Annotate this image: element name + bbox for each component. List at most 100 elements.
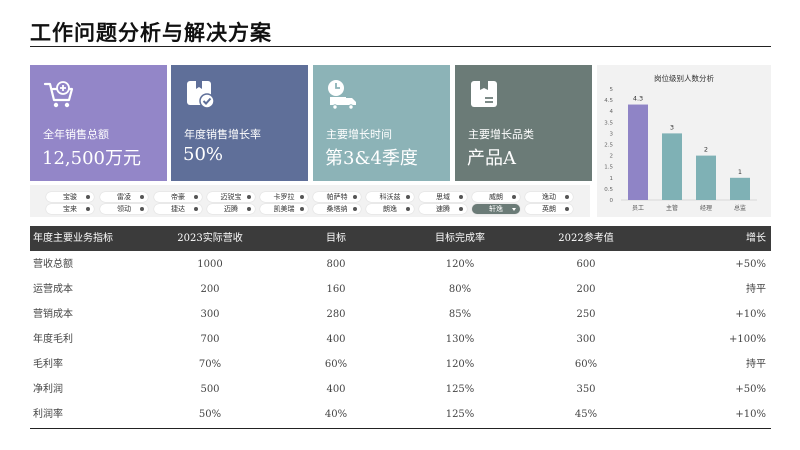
table-row: 毛利率 70% 60% 120% 60% 持平 (30, 352, 771, 377)
table-cell: 600 (576, 259, 596, 270)
filter-chip-label: 思域 (436, 193, 450, 201)
table-cell: 毛利率 (33, 359, 63, 370)
filter-chip[interactable]: 迈腾 (207, 204, 255, 214)
table-cell: 250 (576, 309, 596, 320)
kpi-card-growth-period: 主要增长时间 第3&4季度 (313, 65, 450, 181)
table-cell: +10% (735, 309, 766, 320)
table-cell: 持平 (746, 359, 766, 370)
filter-chip[interactable]: 凯美瑞 (260, 204, 308, 214)
y-tick-label: 5 (610, 87, 614, 93)
table-row: 营销成本 300 280 85% 250 +10% (30, 302, 771, 327)
chart-title: 岗位级别人数分析 (654, 73, 714, 83)
data-label: 2 (704, 146, 708, 154)
kpi-value: 产品A (467, 148, 516, 169)
filter-chip-label: 迈锐宝 (220, 193, 242, 201)
table-cell: 700 (200, 334, 220, 345)
kpi-value: 50% (183, 144, 224, 165)
filter-chip[interactable]: 迈锐宝 (207, 192, 255, 202)
table-bottom-rule (30, 428, 771, 429)
table-header: 年度主要业务指标 2023实际营收 目标 目标完成率 2022参考值 增长 (30, 226, 771, 251)
data-label: 3 (670, 123, 674, 131)
table-cell: 净利润 (33, 384, 63, 395)
kpi-card-growth-rate: 年度销售增长率 50% (171, 65, 308, 181)
kpi-label: 主要增长时间 (326, 128, 392, 141)
filter-chip-label: 帝豪 (171, 193, 185, 201)
table-cell: 200 (576, 284, 596, 295)
column-header: 年度主要业务指标 (33, 233, 113, 244)
table-cell: +100% (729, 334, 766, 345)
table-row: 利润率 50% 40% 125% 45% +10% (30, 402, 771, 427)
radio-dot-icon (194, 207, 198, 211)
filter-chip[interactable]: 桑塔纳 (313, 204, 361, 214)
table-cell: 800 (326, 259, 346, 270)
radio-dot-icon (194, 195, 198, 199)
filter-chip-label: 领动 (117, 205, 131, 213)
filter-chip[interactable]: 捷达 (154, 204, 202, 214)
table-cell: 400 (326, 384, 346, 395)
y-tick-label: 3 (610, 131, 614, 137)
filter-chip[interactable]: 思域 (419, 192, 467, 202)
filter-chip-label: 宝来 (63, 205, 77, 213)
table-cell: 70% (198, 359, 222, 370)
filter-chip-label: 英朗 (542, 205, 556, 213)
radio-dot-icon (459, 195, 463, 199)
y-tick-label: 2.5 (604, 143, 613, 149)
filter-chip-label: 桑塔纳 (326, 205, 348, 213)
radio-dot-icon (300, 207, 304, 211)
filter-chip-label: 威朗 (489, 193, 503, 201)
table-cell: 营收总额 (33, 259, 73, 270)
filter-chip[interactable]: 逸动 (525, 192, 573, 202)
filter-chip-label: 迈腾 (224, 205, 238, 213)
page-title: 工作问题分析与解决方案 (30, 20, 272, 45)
y-tick-label: 1.5 (604, 165, 613, 171)
filter-chip-label: 逸动 (542, 193, 556, 201)
filter-chip-label: 朗逸 (383, 205, 397, 213)
filter-chip[interactable]: 轩逸 (472, 204, 520, 214)
filter-chip[interactable]: 领动 (100, 204, 148, 214)
radio-dot-icon (512, 195, 516, 199)
table-cell: 1000 (197, 259, 223, 270)
table-cell: +10% (735, 409, 766, 420)
table-cell: 120% (445, 359, 475, 370)
filter-chip-label: 速腾 (436, 205, 450, 213)
filter-chip[interactable]: 卡罗拉 (260, 192, 308, 202)
kpi-value: 第3&4季度 (325, 148, 418, 169)
filter-chip[interactable]: 帕萨特 (313, 192, 361, 202)
filter-chip[interactable]: 科沃兹 (366, 192, 414, 202)
y-tick-label: 0.5 (604, 187, 613, 193)
column-header: 2023实际营收 (177, 233, 243, 244)
table-cell: 利润率 (33, 409, 63, 420)
filter-chip[interactable]: 宝来 (46, 204, 94, 214)
filter-chip-label: 轩逸 (489, 205, 503, 213)
table-cell: 运营成本 (33, 284, 73, 295)
chart-bar (662, 133, 682, 200)
column-header: 目标完成率 (435, 233, 485, 244)
chevron-down-icon (512, 208, 516, 211)
filter-chip[interactable]: 帝豪 (154, 192, 202, 202)
chart-bar (628, 104, 648, 200)
table-cell: 130% (445, 334, 475, 345)
table-cell: 500 (200, 384, 220, 395)
filter-chip[interactable]: 速腾 (419, 204, 467, 214)
filter-chip[interactable]: 朗逸 (366, 204, 414, 214)
radio-dot-icon (353, 195, 357, 199)
table-cell: 125% (445, 409, 475, 420)
box-check-icon (187, 81, 215, 109)
table-row: 年度毛利 700 400 130% 300 +100% (30, 327, 771, 352)
y-tick-label: 4.5 (604, 98, 613, 104)
table-cell: 300 (200, 309, 220, 320)
y-tick-label: 4 (610, 109, 614, 115)
filter-chip[interactable]: 宝骏 (46, 192, 94, 202)
column-header: 增长 (746, 233, 766, 244)
filter-chip[interactable]: 威朗 (472, 192, 520, 202)
radio-dot-icon (353, 207, 357, 211)
table-cell: 持平 (746, 284, 766, 295)
table-row: 净利润 500 400 125% 350 +50% (30, 377, 771, 402)
radio-dot-icon (86, 207, 90, 211)
filter-chip[interactable]: 雷凌 (100, 192, 148, 202)
y-tick-label: 0 (610, 198, 614, 204)
filter-chip[interactable]: 英朗 (525, 204, 573, 214)
radio-dot-icon (459, 207, 463, 211)
kpi-card-growth-category: 主要增长品类 产品A (455, 65, 592, 181)
filter-chip-label: 卡罗拉 (273, 193, 295, 201)
